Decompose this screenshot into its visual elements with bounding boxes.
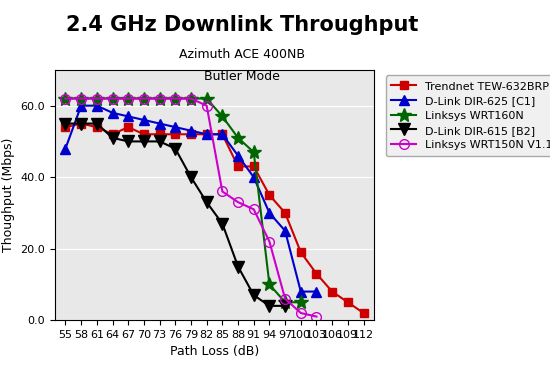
Linksys WRT160N: [204, 96, 210, 101]
Linksys WRT150N V1.1: [188, 96, 194, 101]
Linksys WRT150N V1.1: [282, 297, 288, 301]
Linksys WRT160N: [219, 114, 225, 118]
D-Link DIR-625 [C1]: [62, 146, 69, 151]
Line: Linksys WRT160N: Linksys WRT160N: [58, 92, 308, 309]
D-Link DIR-625 [C1]: [266, 211, 273, 215]
D-Link DIR-625 [C1]: [204, 132, 210, 137]
D-Link DIR-625 [C1]: [250, 175, 257, 179]
D-Link DIR-625 [C1]: [188, 128, 194, 133]
Text: 2.4 GHz Downlink Throughput: 2.4 GHz Downlink Throughput: [66, 15, 418, 35]
D-Link DIR-625 [C1]: [298, 289, 304, 294]
Trendnet TEW-632BRP: [282, 211, 288, 215]
D-Link DIR-615 [B2]: [204, 200, 210, 204]
Linksys WRT150N V1.1: [266, 239, 273, 244]
D-Link DIR-615 [B2]: [141, 139, 147, 144]
Trendnet TEW-632BRP: [235, 164, 241, 169]
Line: D-Link DIR-615 [B2]: D-Link DIR-615 [B2]: [60, 118, 290, 311]
Text: Butler Mode: Butler Mode: [204, 70, 280, 83]
Linksys WRT160N: [282, 300, 288, 304]
Trendnet TEW-632BRP: [94, 125, 100, 129]
Linksys WRT160N: [156, 96, 163, 101]
D-Link DIR-615 [B2]: [78, 121, 85, 126]
Linksys WRT150N V1.1: [172, 96, 179, 101]
Trendnet TEW-632BRP: [62, 125, 69, 129]
Linksys WRT160N: [94, 96, 100, 101]
Legend: Trendnet TEW-632BRP, D-Link DIR-625 [C1], Linksys WRT160N, D-Link DIR-615 [B2], : Trendnet TEW-632BRP, D-Link DIR-625 [C1]…: [386, 75, 550, 156]
Line: D-Link DIR-625 [C1]: D-Link DIR-625 [C1]: [60, 101, 321, 296]
Trendnet TEW-632BRP: [125, 125, 131, 129]
Linksys WRT160N: [62, 96, 69, 101]
Linksys WRT150N V1.1: [78, 96, 85, 101]
X-axis label: Path Loss (dB): Path Loss (dB): [170, 346, 259, 358]
Trendnet TEW-632BRP: [188, 132, 194, 137]
Linksys WRT150N V1.1: [94, 96, 100, 101]
D-Link DIR-625 [C1]: [109, 111, 116, 115]
Trendnet TEW-632BRP: [156, 132, 163, 137]
D-Link DIR-615 [B2]: [94, 121, 100, 126]
Linksys WRT160N: [188, 96, 194, 101]
Trendnet TEW-632BRP: [78, 121, 85, 126]
Text: Azimuth ACE 400NB: Azimuth ACE 400NB: [179, 48, 305, 61]
Trendnet TEW-632BRP: [313, 272, 320, 276]
D-Link DIR-625 [C1]: [235, 153, 241, 158]
D-Link DIR-615 [B2]: [219, 222, 225, 226]
D-Link DIR-625 [C1]: [94, 103, 100, 108]
Linksys WRT150N V1.1: [109, 96, 116, 101]
D-Link DIR-615 [B2]: [250, 293, 257, 297]
D-Link DIR-625 [C1]: [78, 103, 85, 108]
Linksys WRT150N V1.1: [250, 207, 257, 212]
Linksys WRT150N V1.1: [125, 96, 131, 101]
Trendnet TEW-632BRP: [329, 289, 336, 294]
Linksys WRT160N: [266, 282, 273, 287]
D-Link DIR-625 [C1]: [172, 125, 179, 129]
Trendnet TEW-632BRP: [360, 311, 367, 315]
Trendnet TEW-632BRP: [266, 193, 273, 197]
Linksys WRT160N: [172, 96, 179, 101]
D-Link DIR-615 [B2]: [62, 121, 69, 126]
Linksys WRT150N V1.1: [235, 200, 241, 204]
D-Link DIR-615 [B2]: [235, 264, 241, 269]
Linksys WRT160N: [141, 96, 147, 101]
Linksys WRT150N V1.1: [62, 96, 69, 101]
D-Link DIR-615 [B2]: [125, 139, 131, 144]
Trendnet TEW-632BRP: [344, 300, 351, 304]
Linksys WRT160N: [250, 150, 257, 154]
D-Link DIR-625 [C1]: [313, 289, 320, 294]
Linksys WRT160N: [78, 96, 85, 101]
D-Link DIR-615 [B2]: [172, 146, 179, 151]
Linksys WRT150N V1.1: [219, 189, 225, 194]
Linksys WRT150N V1.1: [156, 96, 163, 101]
Trendnet TEW-632BRP: [109, 132, 116, 137]
Linksys WRT160N: [298, 300, 304, 304]
D-Link DIR-625 [C1]: [219, 132, 225, 137]
D-Link DIR-615 [B2]: [156, 139, 163, 144]
D-Link DIR-625 [C1]: [282, 229, 288, 233]
Line: Trendnet TEW-632BRP: Trendnet TEW-632BRP: [61, 119, 368, 317]
Linksys WRT150N V1.1: [204, 103, 210, 108]
D-Link DIR-615 [B2]: [266, 304, 273, 308]
D-Link DIR-625 [C1]: [156, 121, 163, 126]
Y-axis label: Thoughput (Mbps): Thoughput (Mbps): [2, 138, 15, 252]
Trendnet TEW-632BRP: [298, 250, 304, 254]
Trendnet TEW-632BRP: [141, 132, 147, 137]
D-Link DIR-625 [C1]: [125, 114, 131, 118]
Trendnet TEW-632BRP: [172, 132, 179, 137]
D-Link DIR-615 [B2]: [109, 136, 116, 140]
Linksys WRT160N: [235, 136, 241, 140]
D-Link DIR-615 [B2]: [282, 304, 288, 308]
Linksys WRT160N: [109, 96, 116, 101]
Linksys WRT150N V1.1: [298, 311, 304, 315]
Line: Linksys WRT150N V1.1: Linksys WRT150N V1.1: [60, 94, 321, 321]
Linksys WRT160N: [125, 96, 131, 101]
Trendnet TEW-632BRP: [219, 132, 225, 137]
D-Link DIR-625 [C1]: [141, 118, 147, 122]
Trendnet TEW-632BRP: [250, 164, 257, 169]
Linksys WRT150N V1.1: [141, 96, 147, 101]
Linksys WRT150N V1.1: [313, 314, 320, 319]
D-Link DIR-615 [B2]: [188, 175, 194, 179]
Trendnet TEW-632BRP: [204, 132, 210, 137]
